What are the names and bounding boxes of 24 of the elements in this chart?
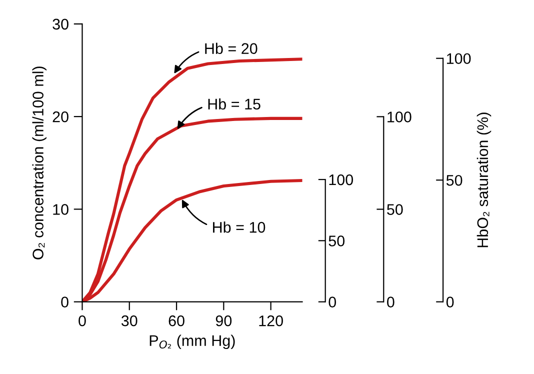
x-tick-label: 90 [216, 315, 232, 326]
annotation: Hb = 20 [205, 42, 258, 54]
y-axis-title: O₂ concentration (ml/100 ml) [32, 66, 46, 260]
y-tick-label: 0 [61, 296, 68, 308]
x-tick-label: 120 [259, 315, 283, 326]
y3-tick-label: 50 [387, 204, 403, 215]
x-axis-title: P$_{O₂}$ (mm Hg) [150, 334, 235, 350]
text: 100 [446, 53, 471, 64]
x-tick-label: 60 [168, 315, 184, 326]
y3-tick-label: 0 [387, 296, 394, 308]
y2-tick-label: 50 [328, 236, 345, 246]
text: 0 [446, 296, 454, 308]
x-tick-label: 0 [78, 315, 86, 326]
x-tick-label: 30 [121, 315, 138, 326]
y2-axis-title: HbO₂ saturation (%) [476, 112, 492, 248]
y3-tick-label: 100 [388, 112, 412, 122]
annotation: Hb = 15 [208, 98, 260, 110]
annotation: Hb = 10 [213, 222, 266, 233]
text: 50 [446, 174, 462, 186]
y-tick-label: 20 [52, 111, 68, 122]
y2-tick-label: 0 [328, 296, 336, 308]
y-tick-label: 30 [52, 18, 68, 30]
y2-tick-label: 100 [329, 174, 354, 186]
y-tick-label: 10 [53, 204, 68, 215]
